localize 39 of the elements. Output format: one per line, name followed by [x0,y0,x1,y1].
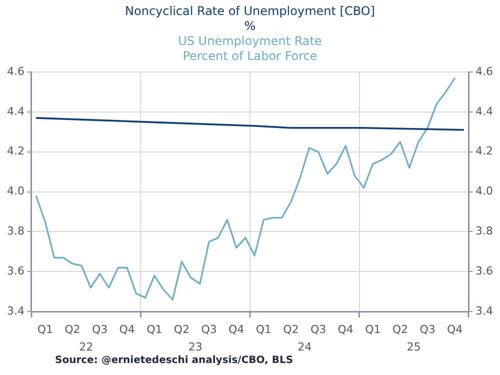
y-tick-label: 3.6 [6,264,24,278]
x-tick-label: Q3 [92,323,108,336]
x-tick-label: Q4 [447,323,463,336]
x2-tick-label: 22 [79,340,94,354]
x-tick-label: Q1 [256,323,272,336]
y2-tick-label: 4.6 [476,64,494,78]
x-tick-label: Q2 [174,323,190,336]
x-tick-label: Q3 [420,323,436,336]
source-note: Source: @ernietedeschi analysis/CBO, BLS [55,355,294,366]
x-tick-label: Q3 [310,323,326,336]
y2-tick-label: 4.0 [476,184,494,198]
y-tick-label: 4.0 [6,184,24,198]
x2-tick-label: 24 [298,340,312,354]
text: % [243,19,257,34]
y2-tick-label: 3.6 [476,264,494,278]
x-tick-label: Q2 [64,323,80,336]
y-tick-label: 3.4 [6,304,24,318]
y2-tick-label: 4.2 [476,144,494,158]
y2-tick-label: 3.8 [476,224,494,238]
x-tick-label: Q1 [37,323,53,336]
y-tick-label: 4.4 [6,104,24,118]
y-tick-label: 4.6 [6,64,24,78]
text: Percent of Labor Force [182,49,318,64]
y-tick-label: 4.2 [6,144,24,158]
x-tick-label: Q2 [283,323,299,336]
x-tick-label: Q2 [392,323,408,336]
x2-tick-label: 23 [188,340,202,354]
text: Noncyclical Rate of Unemployment [CBO] [124,4,376,19]
x-tick-label: Q1 [365,323,381,336]
text: US Unemployment Rate [177,34,323,49]
x-tick-label: Q4 [228,323,244,336]
x-tick-label: Q3 [201,323,217,336]
x-tick-label: Q1 [146,323,162,336]
x2-tick-label: 25 [406,340,421,354]
y-tick-label: 3.8 [6,224,24,238]
x-tick-label: Q4 [338,323,354,336]
y2-tick-label: 3.4 [476,304,494,318]
y2-tick-label: 4.4 [476,104,494,118]
x-tick-label: Q4 [119,323,135,336]
